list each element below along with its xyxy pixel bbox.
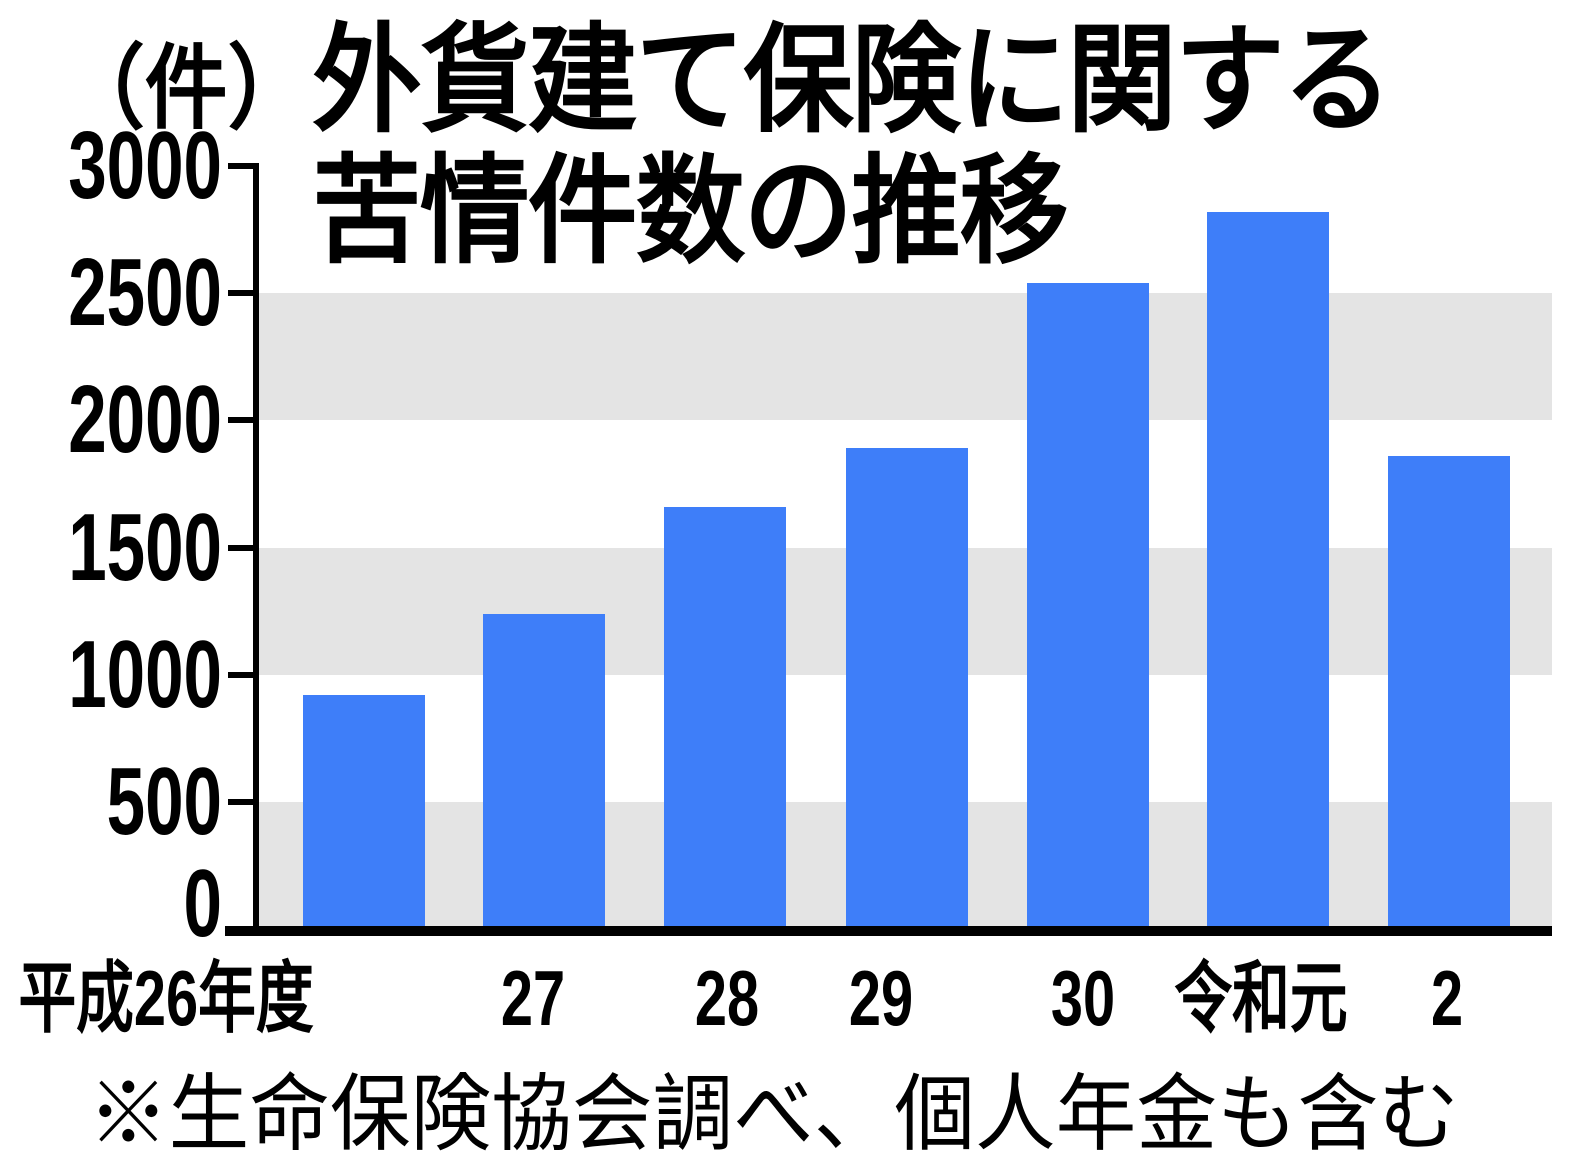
y-axis-line	[253, 163, 259, 936]
bar	[1207, 211, 1329, 926]
y-axis-tick	[228, 162, 255, 169]
y-axis-tick	[228, 290, 255, 296]
y-axis-tick	[228, 417, 255, 424]
chart-title-line-2: 苦情件数の推移	[312, 146, 1069, 278]
y-axis-tick	[228, 799, 255, 806]
y-axis-tick-label: 0	[183, 849, 222, 957]
y-axis-tick-label: 500	[106, 748, 222, 856]
x-axis-label: 28	[694, 954, 760, 1042]
y-axis-unit-label: （件）	[62, 38, 311, 140]
bar	[1388, 455, 1510, 926]
y-axis-tick-label: 2000	[68, 366, 222, 474]
y-axis-tick-label: 2500	[68, 239, 222, 346]
x-axis-label: 27	[500, 954, 566, 1042]
y-axis-tick-label: 1000	[68, 620, 222, 728]
chart-title-line-1: 外貨建て保険に関する	[312, 15, 1393, 147]
gridband-2000-2500	[255, 293, 1552, 421]
y-axis-tick-label: 1500	[68, 493, 222, 601]
y-axis-tick-label: 3000	[68, 111, 222, 219]
bar	[1027, 282, 1149, 926]
x-axis-label: 29	[848, 954, 914, 1042]
bar	[483, 613, 605, 926]
bar	[846, 448, 968, 926]
chart-title: 外貨建て保険に関する 苦情件数の推移	[312, 15, 1393, 278]
x-axis-label: 30	[1050, 954, 1116, 1042]
x-axis-label: 令和元	[1174, 954, 1348, 1042]
bar	[303, 695, 425, 926]
x-axis-label: 2	[1430, 954, 1464, 1042]
x-axis-line	[225, 926, 1552, 936]
y-axis-tick	[228, 544, 255, 551]
bar	[664, 506, 786, 926]
source-footnote: ※生命保険協会調べ、個人年金も含む	[88, 1069, 1459, 1162]
y-axis-tick	[228, 671, 255, 678]
x-axis-label: 平成26年度	[18, 954, 314, 1042]
